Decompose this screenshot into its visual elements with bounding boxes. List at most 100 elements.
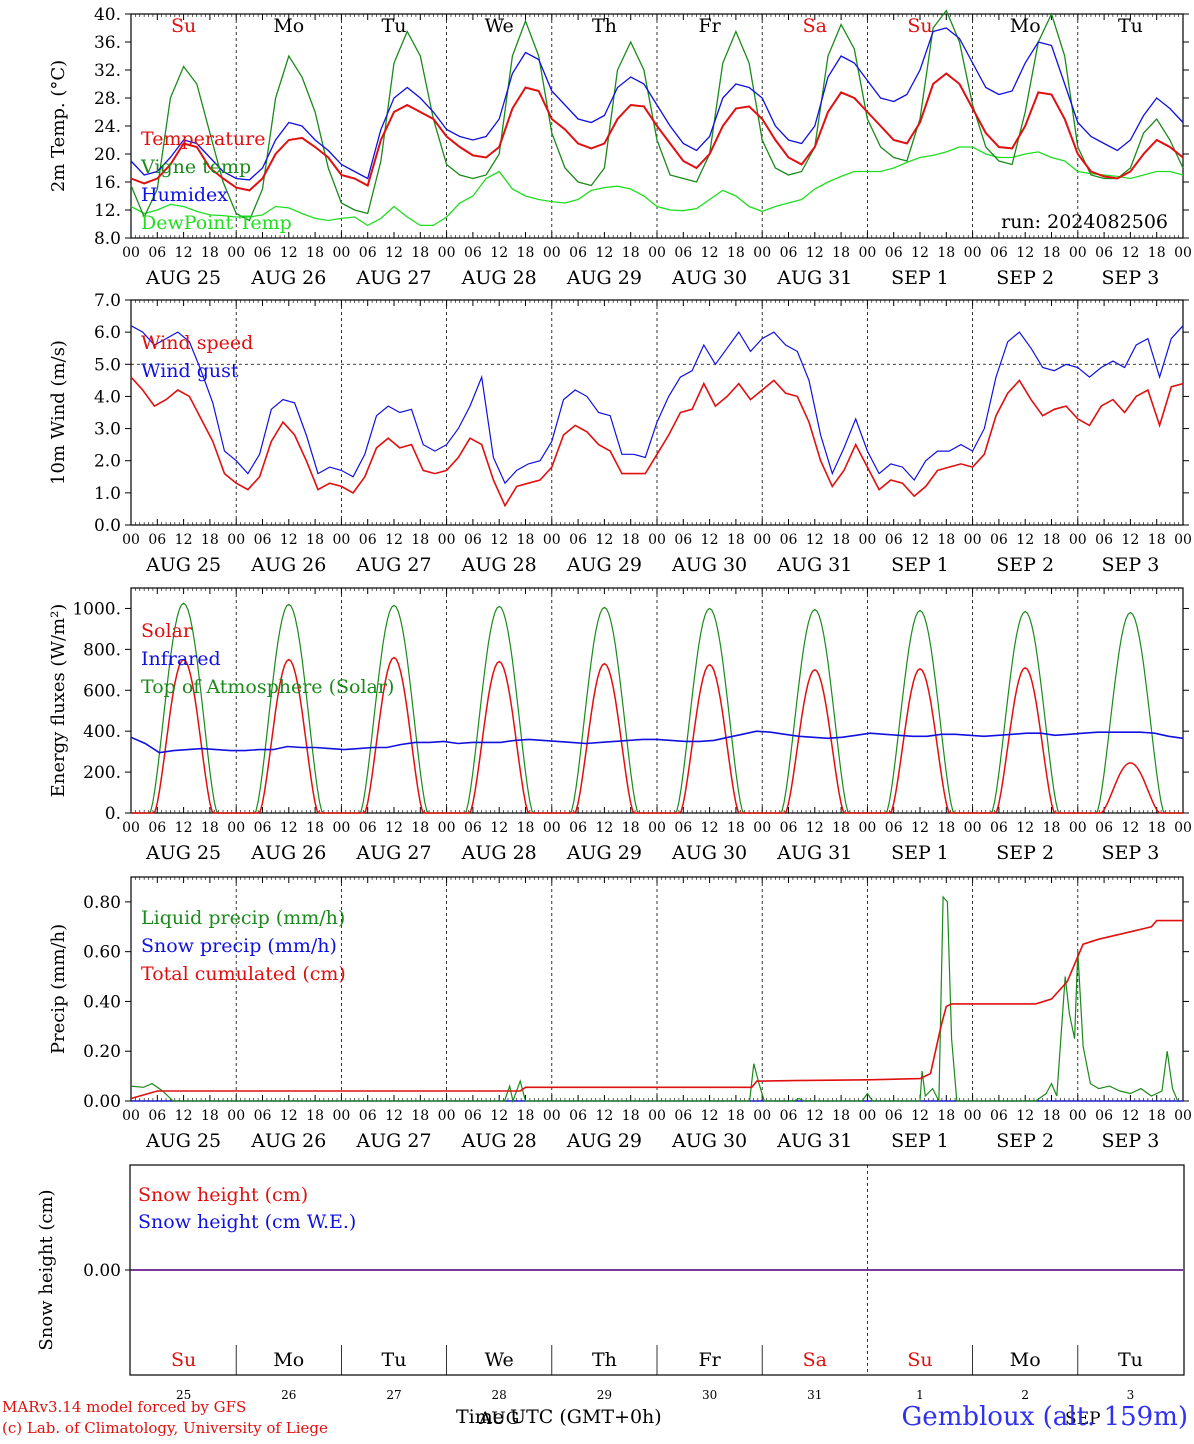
hour-tick-label: 00 <box>858 1108 876 1124</box>
hour-tick-label: 18 <box>1148 532 1166 548</box>
hour-tick-label: 00 <box>1174 820 1192 836</box>
weekday-label: Fr <box>698 15 721 37</box>
hour-tick-label: 18 <box>411 820 429 836</box>
series-line-wind-speed <box>130 376 1184 508</box>
y-axis-label: Precip (mm/h) <box>48 924 69 1054</box>
hour-tick-label: 18 <box>622 245 640 261</box>
hour-tick-label: 12 <box>385 820 403 836</box>
hour-tick-label: 18 <box>937 1108 955 1124</box>
y-tick-label: 40. <box>94 5 121 25</box>
legend-liquid-precip-mm-h-: Liquid precip (mm/h) <box>141 907 345 929</box>
hour-tick-label: 18 <box>306 245 324 261</box>
y-tick-label: 36. <box>94 33 121 53</box>
hour-tick-label: 18 <box>411 532 429 548</box>
hour-tick-label: 00 <box>543 532 561 548</box>
month-label-aug: AUG <box>478 1409 519 1429</box>
hour-tick-label: 00 <box>1174 1108 1192 1124</box>
hour-tick-label: 18 <box>201 532 219 548</box>
hour-tick-label: 00 <box>227 820 245 836</box>
hour-tick-label: 06 <box>990 820 1008 836</box>
hour-tick-label: 12 <box>701 820 719 836</box>
date-label: AUG 27 <box>355 267 431 289</box>
hour-tick-label: 06 <box>569 532 587 548</box>
date-label: SEP 1 <box>891 842 949 864</box>
hour-tick-label: 18 <box>832 820 850 836</box>
time-axis-label: Time UTC (GMT+0h) <box>456 1406 662 1428</box>
hour-tick-label: 00 <box>227 245 245 261</box>
date-label: AUG 31 <box>776 1130 852 1152</box>
weekday-label: Mo <box>273 15 304 37</box>
series-line-infrared <box>130 730 1184 754</box>
hour-tick-label: 18 <box>622 820 640 836</box>
hour-tick-label: 00 <box>753 245 771 261</box>
hour-tick-label: 00 <box>858 820 876 836</box>
hour-tick-label: 12 <box>175 1108 193 1124</box>
hour-tick-label: 12 <box>701 532 719 548</box>
hour-tick-label: 00 <box>438 820 456 836</box>
date-label: AUG 26 <box>250 842 326 864</box>
legend-top-of-atmosphere-solar-: Top of Atmosphere (Solar) <box>141 676 394 698</box>
series-line-dewpoint-temp <box>130 146 1184 227</box>
hour-tick-label: 06 <box>1095 245 1113 261</box>
hour-tick-label: 18 <box>201 1108 219 1124</box>
hour-tick-label: 12 <box>1121 532 1139 548</box>
hour-tick-label: 06 <box>464 1108 482 1124</box>
weekday-label-bottom: Su <box>171 1349 196 1371</box>
date-label: AUG 26 <box>250 267 326 289</box>
hour-tick-label: 00 <box>648 245 666 261</box>
y-tick-label: 0.20 <box>83 1042 121 1062</box>
y-tick-label: 12. <box>94 201 121 221</box>
hour-tick-label: 06 <box>885 820 903 836</box>
day-number-label: 30 <box>702 1388 717 1402</box>
y-tick-label: 600. <box>83 681 121 701</box>
hour-tick-label: 00 <box>964 245 982 261</box>
hour-tick-label: 06 <box>780 532 798 548</box>
hour-tick-label: 18 <box>937 245 955 261</box>
hour-tick-label: 00 <box>753 1108 771 1124</box>
legend-wind-speed: Wind speed <box>141 332 253 354</box>
hour-tick-label: 06 <box>254 532 272 548</box>
hour-tick-label: 12 <box>175 820 193 836</box>
hour-tick-label: 12 <box>175 532 193 548</box>
hour-tick-label: 12 <box>806 532 824 548</box>
hour-tick-label: 00 <box>964 532 982 548</box>
series-line-liquid-precip <box>130 895 1179 1104</box>
day-number-label: 31 <box>807 1388 822 1402</box>
y-tick-label: 20. <box>94 145 121 165</box>
y-axis-label: 10m Wind (m/s) <box>48 340 69 485</box>
date-label: SEP 3 <box>1101 554 1159 576</box>
hour-tick-label: 18 <box>1148 1108 1166 1124</box>
station-title: Gembloux (alt. 159m) <box>901 1402 1188 1432</box>
y-tick-label: 28. <box>94 89 121 109</box>
hour-tick-label: 00 <box>964 820 982 836</box>
panel-frame-2 <box>130 299 1184 526</box>
hour-tick-label: 12 <box>595 245 613 261</box>
hour-tick-label: 00 <box>1069 1108 1087 1124</box>
date-label: AUG 29 <box>566 1130 642 1152</box>
weekday-label: Su <box>907 15 932 37</box>
hour-tick-label: 00 <box>122 820 140 836</box>
hour-tick-label: 18 <box>517 820 535 836</box>
series-line-temperature <box>130 72 1184 192</box>
hour-tick-label: 18 <box>727 532 745 548</box>
hour-tick-label: 12 <box>911 532 929 548</box>
hour-tick-label: 00 <box>438 532 456 548</box>
hour-tick-label: 18 <box>1148 245 1166 261</box>
hour-tick-label: 00 <box>1174 245 1192 261</box>
hour-tick-label: 18 <box>727 1108 745 1124</box>
hour-tick-label: 12 <box>806 820 824 836</box>
hour-tick-label: 12 <box>806 1108 824 1124</box>
hour-tick-label: 12 <box>280 1108 298 1124</box>
hour-tick-label: 18 <box>1043 245 1061 261</box>
hour-tick-label: 00 <box>438 245 456 261</box>
hour-tick-label: 00 <box>858 532 876 548</box>
hour-tick-label: 06 <box>148 532 166 548</box>
hour-tick-label: 00 <box>1069 532 1087 548</box>
hour-tick-label: 12 <box>490 245 508 261</box>
date-label: SEP 1 <box>891 267 949 289</box>
hour-tick-label: 12 <box>911 245 929 261</box>
run-label: run: 2024082506 <box>1001 211 1168 233</box>
day-number-label: 1 <box>916 1388 924 1402</box>
date-label: AUG 29 <box>566 842 642 864</box>
hour-tick-label: 06 <box>1095 1108 1113 1124</box>
